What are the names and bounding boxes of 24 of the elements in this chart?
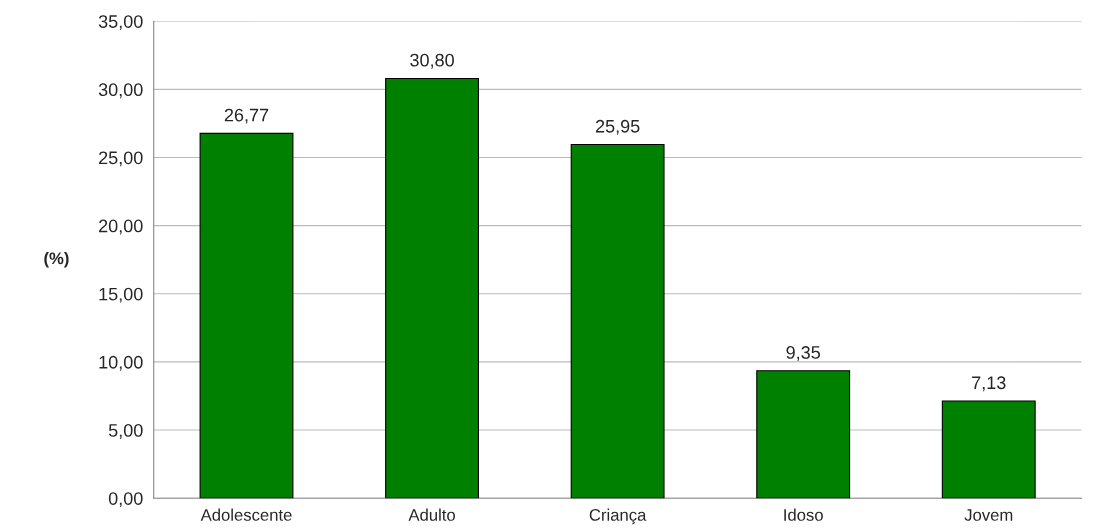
data-label: 9,35: [786, 346, 820, 361]
data-label: 30,80: [410, 53, 454, 69]
bar: [385, 77, 480, 499]
x-tick-label: Adolescente: [200, 508, 292, 521]
x-tick-label: Jovem: [964, 509, 1013, 521]
y-tick-label: 35,00: [98, 15, 143, 31]
y-tick-label: 25,00: [99, 151, 143, 167]
bar: [570, 143, 665, 499]
data-label: 7,13: [972, 376, 1006, 392]
x-tick-label: Adulto: [408, 508, 455, 521]
y-tick-label: 5,00: [108, 423, 143, 439]
bar: [756, 370, 851, 499]
y-tick-label: 10,00: [99, 355, 143, 371]
data-label: 25,95: [595, 119, 640, 135]
y-tick-label: 20,00: [99, 219, 143, 235]
y-tick-label: 15,00: [99, 287, 143, 303]
bar: [941, 400, 1036, 499]
x-tick-label: Criança: [589, 508, 647, 525]
y-axis-title: (%): [44, 251, 69, 268]
y-tick-label: 0,00: [108, 492, 143, 508]
y-tick-label: 30,00: [98, 83, 143, 99]
x-tick-label: Idoso: [784, 508, 823, 521]
bar: [199, 132, 294, 499]
data-label: 26,77: [224, 108, 269, 124]
